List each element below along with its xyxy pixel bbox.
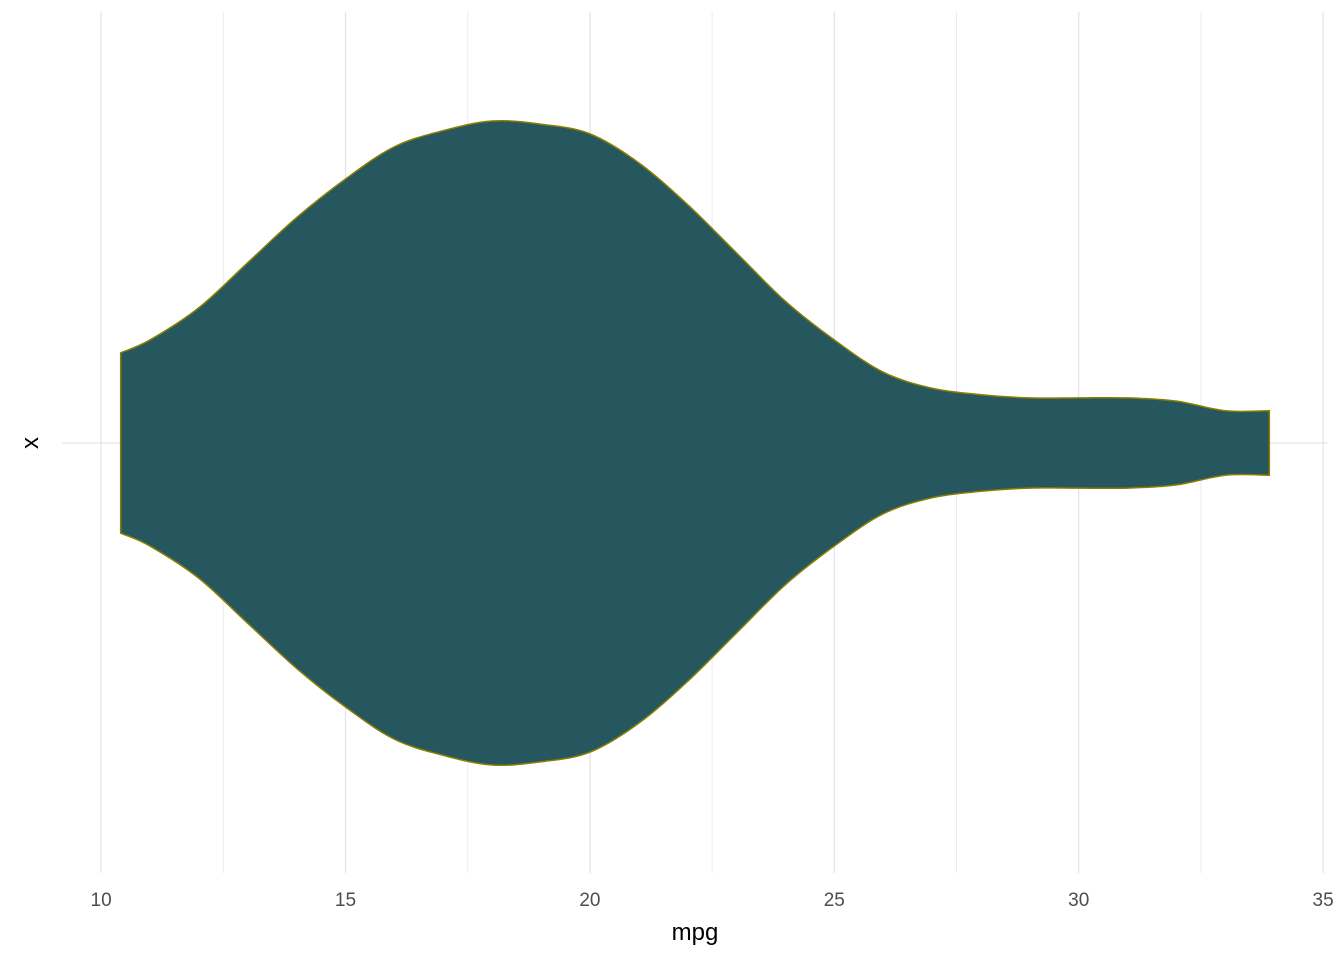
x-tick-label: 35: [1313, 890, 1334, 911]
violin-shape: [119, 119, 1271, 767]
x-tick-label: 10: [91, 890, 112, 911]
x-tick-label: 15: [335, 890, 356, 911]
x-tick-label: 25: [824, 890, 845, 911]
x-tick-label: 20: [579, 890, 600, 911]
y-axis-title: x: [17, 437, 44, 449]
x-axis-title: mpg: [672, 919, 719, 946]
x-axis-tick-labels: 10 15 20 25 30 35: [91, 890, 1334, 911]
x-tick-label: 30: [1068, 890, 1089, 911]
violin-layer: [119, 119, 1271, 767]
